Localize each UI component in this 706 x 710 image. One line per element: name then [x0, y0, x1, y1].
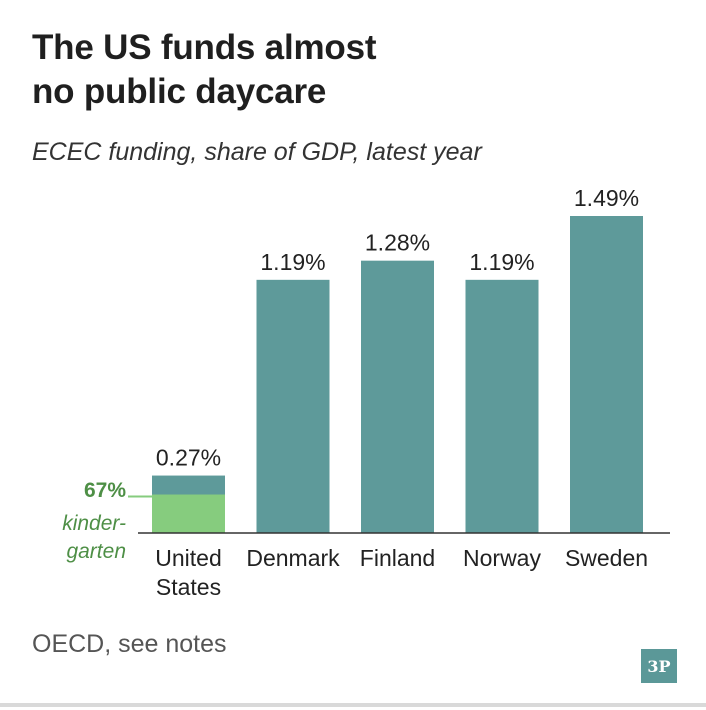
annotation-label-line: garten	[66, 540, 126, 563]
kindergarten-share-bar	[152, 494, 225, 533]
category-label: Norway	[463, 545, 541, 571]
logo-badge: 3P	[641, 649, 677, 683]
bar	[570, 216, 643, 533]
annotation-value: 67%	[84, 479, 126, 502]
category-label: United States	[155, 545, 221, 600]
chart-title: The US funds almost no public daycare	[32, 26, 672, 114]
category-label: Finland	[360, 545, 435, 571]
category-label-line: States	[156, 574, 221, 600]
bar	[256, 279, 330, 533]
bar	[361, 260, 434, 533]
source-note: OECD, see notes	[32, 630, 227, 658]
bar-value-label: 1.19%	[469, 249, 534, 275]
chart-title-line-1: The US funds almost	[32, 28, 377, 67]
category-label-line: Sweden	[565, 545, 648, 571]
bar-value-label: 1.19%	[260, 249, 325, 275]
category-label: Denmark	[246, 545, 340, 571]
bar-chart: 0.27% United States 1.19% Denmark 1.28% Finlan…	[62, 185, 670, 600]
bar-value-label: 1.28%	[365, 230, 430, 256]
bar-value-label: 0.27%	[156, 445, 221, 471]
category-label-line: United	[155, 545, 221, 571]
bar	[465, 279, 539, 533]
bar-value-label: 1.49%	[574, 185, 639, 211]
category-label-line: Finland	[360, 545, 435, 571]
category-label-line: Norway	[463, 545, 541, 571]
chart-title-line-2: no public daycare	[32, 72, 327, 111]
annotation-label-line: kinder-	[62, 512, 126, 535]
chart-subtitle: ECEC funding, share of GDP, latest year	[32, 138, 482, 166]
category-label: Sweden	[565, 545, 648, 571]
category-label-line: Denmark	[246, 545, 340, 571]
bottom-divider	[0, 703, 706, 707]
